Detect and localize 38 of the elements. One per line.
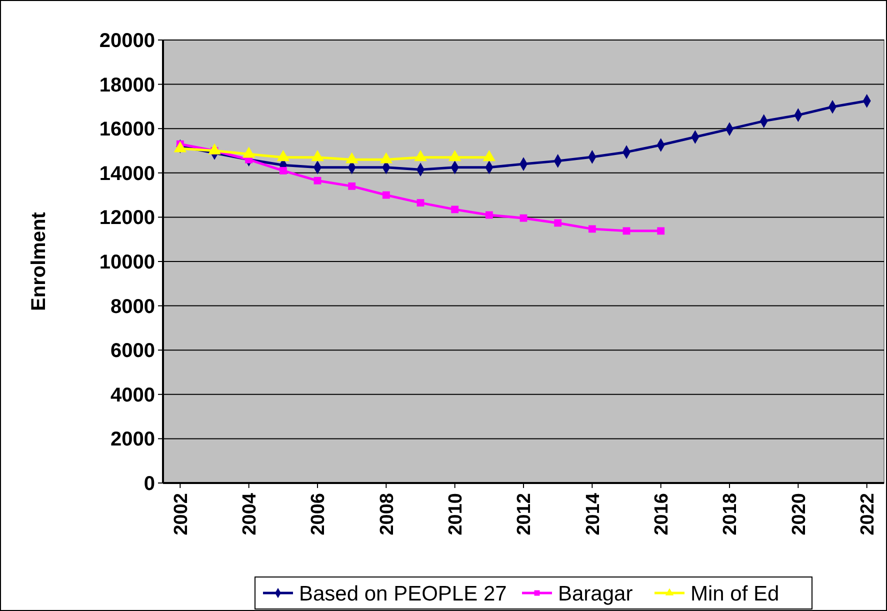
legend-label: Baragar [558,582,633,606]
y-tick-label: 8000 [110,296,155,318]
point [588,225,596,233]
y-tick-label: 6000 [110,340,155,362]
point [485,211,493,219]
y-tick-label: 4000 [110,384,155,406]
point [554,219,562,227]
x-tick-label: 2010 [445,493,466,536]
legend-label: Min of Ed [690,582,780,606]
x-tick-label: 2012 [514,493,536,536]
x-tick-label: 2020 [788,493,810,536]
point [520,214,528,222]
point [451,206,459,214]
point [314,176,322,184]
point [622,227,630,235]
y-tick-label: 14000 [99,162,155,185]
point [416,199,424,207]
x-tick-label: 2006 [308,493,330,536]
x-tick-label: 2002 [170,493,192,536]
x-tick-label: 2008 [376,493,398,536]
y-tick-label: 12000 [99,207,155,230]
point [348,182,356,190]
point [657,227,665,235]
y-tick-label: 0 [144,473,155,495]
x-tick-label: 2004 [239,492,260,536]
y-tick-label: 18000 [99,74,155,96]
point [279,166,287,174]
point [382,191,390,199]
x-tick-label: 2014 [582,492,604,536]
x-tick-label: 2018 [720,493,742,536]
y-axis-title: Enrolment [28,212,50,311]
y-tick-label: 16000 [99,118,155,141]
y-tick-label: 20000 [99,30,155,52]
x-tick-label: 2022 [857,493,878,536]
x-tick-label: 2016 [651,493,672,536]
y-tick-label: 2000 [110,428,155,451]
legend-label: Based on PEOPLE 27 [299,582,507,606]
y-tick-label: 10000 [99,252,155,274]
